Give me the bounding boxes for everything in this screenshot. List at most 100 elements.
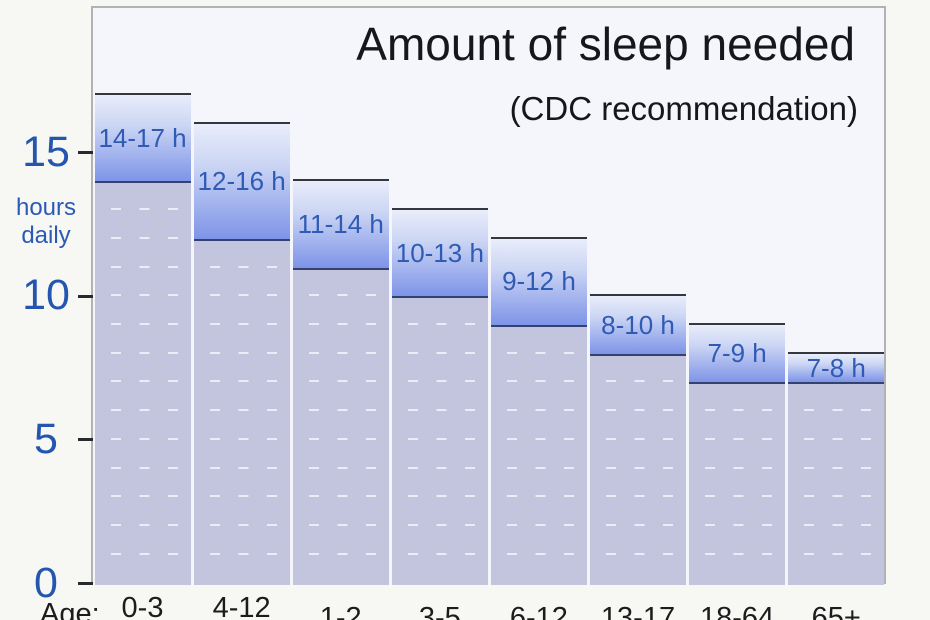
bar-value-label-18-64: 7-9 h — [707, 338, 767, 369]
hour-dash-line-5h — [308, 437, 385, 440]
hour-dash-line-9h — [110, 323, 187, 325]
hour-dash-line-11h — [209, 265, 286, 268]
hour-dash-line-3h — [407, 495, 484, 498]
y-axis-label-line1: hours — [15, 194, 77, 221]
bar-base-65+ — [788, 382, 885, 585]
hour-dash-line-4h — [110, 466, 187, 469]
hour-dash-line-4h — [606, 466, 683, 469]
hour-dash-line-2h — [506, 524, 583, 527]
hour-dash-line-8h — [407, 351, 484, 354]
hour-dash-line-4h — [804, 466, 881, 469]
hour-dash-line-6h — [308, 409, 385, 412]
bar-range-1-2: 11-14 h — [292, 179, 389, 270]
hour-dash-line-6h — [209, 409, 286, 412]
hour-dash-line-3h — [705, 495, 782, 498]
bar-base-6-12 — [490, 325, 587, 585]
hour-dash-line-4h — [407, 466, 484, 469]
bar-value-label-6-12: 9-12 h — [502, 266, 576, 297]
age-group-label-4-12: 4-12 — [212, 592, 271, 620]
bar-range-3-5: 10-13 h — [391, 208, 488, 299]
hour-dash-line-1h — [209, 552, 286, 555]
y-tick-label-0: 0 — [34, 558, 58, 607]
hour-dash-line-3h — [308, 495, 385, 498]
bar-range-4-12: 12-16 h — [193, 121, 290, 241]
hour-dash-line-6h — [506, 409, 583, 412]
age-group-label-13-17: 13-17 — [600, 602, 676, 620]
hour-dash-line-13h — [110, 208, 187, 211]
hour-dash-line-5h — [804, 437, 881, 440]
hour-dash-line-1h — [606, 552, 683, 555]
bar-range-13-17: 8-10 h — [590, 294, 687, 356]
hour-dash-line-5h — [606, 437, 683, 440]
bar-base-0-3 — [94, 181, 191, 585]
hour-dash-line-7h — [209, 380, 286, 383]
hour-dash-line-7h — [506, 380, 583, 383]
hour-dash-line-2h — [705, 524, 782, 527]
age-group-label-65+: 65+ — [811, 602, 861, 620]
hour-dash-line-4h — [308, 466, 385, 469]
hour-dash-line-8h — [308, 351, 385, 354]
hour-dash-line-3h — [506, 495, 583, 498]
bar-base-4-12 — [193, 238, 290, 585]
bar-range-18-64: 7-9 h — [689, 323, 786, 385]
hour-dash-line-9h — [407, 323, 484, 326]
hour-dash-line-7h — [110, 380, 187, 383]
hour-dash-line-12h — [110, 236, 187, 239]
hour-dash-line-7h — [407, 380, 484, 383]
age-group-label-1-2: 1-2 — [319, 602, 362, 620]
bar-value-label-4-12: 12-16 h — [197, 165, 286, 196]
y-tick-mark-10 — [78, 294, 93, 298]
hour-dash-line-2h — [209, 524, 286, 527]
hour-dash-line-5h — [407, 437, 484, 440]
chart-title: Amount of sleep needed — [356, 18, 855, 70]
hour-dash-line-2h — [606, 524, 683, 527]
x-axis-label: Age: — [40, 598, 100, 620]
hour-dash-line-1h — [308, 552, 385, 555]
hour-dash-line-10h — [110, 294, 187, 297]
hour-dash-line-9h — [209, 323, 286, 326]
hour-dash-line-9h — [308, 323, 385, 326]
bar-base-3-5 — [391, 296, 488, 585]
bar-range-65+: 7-8 h — [788, 351, 885, 385]
y-axis-label: hours daily — [0, 194, 92, 249]
hour-dash-line-10h — [308, 294, 385, 297]
hour-dash-line-8h — [209, 351, 286, 354]
hour-dash-line-6h — [407, 409, 484, 412]
y-tick-mark-0 — [78, 582, 93, 585]
hour-dash-line-3h — [209, 495, 286, 498]
chart-subtitle: (CDC recommendation) — [509, 90, 858, 127]
hour-dash-line-6h — [705, 409, 782, 412]
bar-base-1-2 — [292, 267, 389, 585]
y-axis-label-line2: daily — [21, 221, 71, 249]
hour-dash-line-3h — [606, 495, 683, 498]
bar-value-label-13-17: 8-10 h — [601, 309, 675, 340]
age-group-label-18-64: 18-64 — [700, 602, 775, 620]
hour-dash-line-7h — [308, 380, 385, 383]
hour-dash-line-11h — [110, 265, 187, 268]
hour-dash-line-2h — [407, 524, 484, 527]
bar-base-18-64 — [689, 382, 786, 585]
hour-dash-line-8h — [506, 351, 583, 354]
hour-dash-line-5h — [705, 437, 782, 440]
hour-dash-line-2h — [110, 524, 187, 527]
y-tick-label-10: 10 — [22, 271, 70, 320]
hour-dash-line-4h — [705, 466, 782, 469]
y-tick-label-5: 5 — [34, 414, 58, 463]
hour-dash-line-3h — [804, 495, 881, 498]
y-tick-mark-5 — [78, 438, 93, 442]
hour-dash-line-6h — [110, 409, 187, 412]
hour-dash-line-1h — [407, 552, 484, 555]
hour-dash-line-5h — [506, 437, 583, 440]
y-tick-label-15: 15 — [22, 127, 70, 176]
hour-dash-line-10h — [209, 294, 286, 297]
bar-base-13-17 — [590, 353, 687, 585]
hour-dash-line-5h — [110, 437, 187, 440]
bar-value-label-0-3: 14-17 h — [98, 122, 187, 153]
age-group-label-0-3: 0-3 — [121, 592, 164, 620]
hour-dash-line-4h — [209, 466, 286, 469]
bar-value-label-3-5: 10-13 h — [395, 237, 484, 268]
bar-value-label-65+: 7-8 h — [806, 352, 866, 383]
age-group-label-3-5: 3-5 — [418, 602, 461, 620]
hour-dash-line-6h — [804, 409, 881, 412]
hour-dash-line-2h — [804, 524, 881, 527]
